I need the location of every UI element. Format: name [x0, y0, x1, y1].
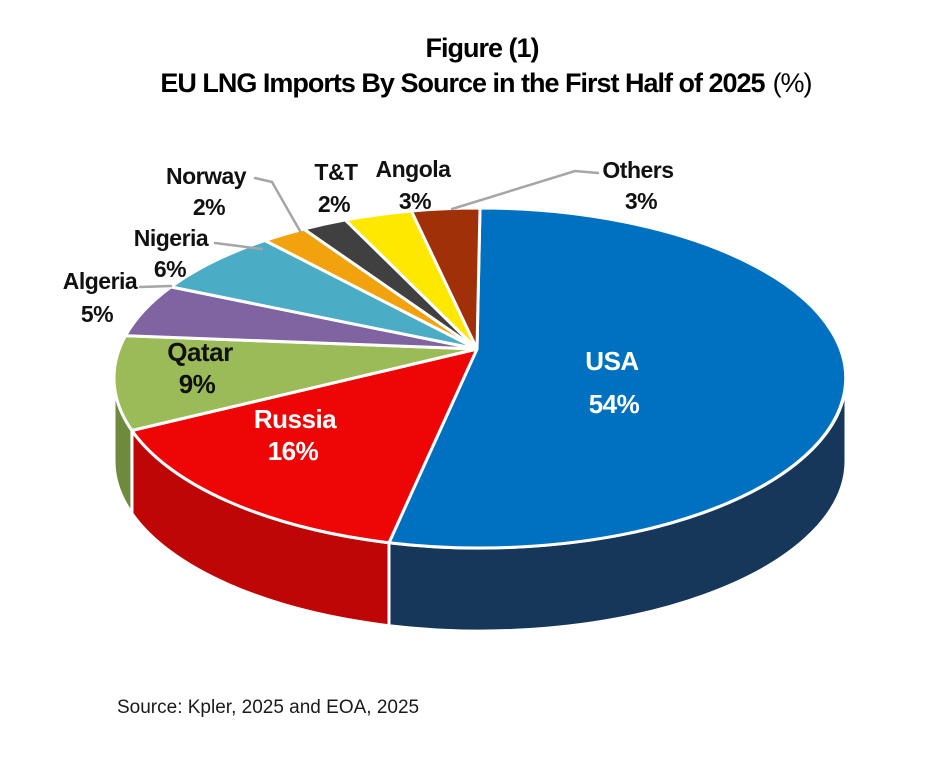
- slice-label-nigeria: Nigeria: [134, 225, 209, 251]
- slice-label-russia: Russia: [254, 404, 337, 434]
- slice-label-angola: Angola: [376, 156, 452, 182]
- figure-title-line1: Figure (1): [425, 33, 538, 63]
- slice-percent-others: 3%: [625, 188, 657, 214]
- leader-line-norway: [253, 176, 302, 233]
- label-leader-lines: [138, 169, 600, 289]
- figure-title-main: EU LNG Imports By Source in the First Ha…: [160, 68, 765, 98]
- leader-line-nigeria: [213, 241, 264, 251]
- slice-percent-usa: 54%: [589, 389, 640, 419]
- leader-line-others: [450, 169, 600, 211]
- pie-slice-others: [409, 206, 482, 351]
- figure-title-line2: EU LNG Imports By Source in the First Ha…: [160, 68, 811, 98]
- slice-percent-qatar: 9%: [179, 369, 216, 399]
- pie-top-slices: [112, 206, 848, 550]
- slice-label-algeria: Algeria: [63, 268, 138, 294]
- slice-label-norway: Norway: [166, 163, 247, 189]
- leader-line-algeria: [138, 284, 173, 289]
- slice-percent-t-t: 2%: [318, 191, 350, 217]
- slice-percent-nigeria: 6%: [154, 256, 186, 282]
- slice-percent-angola: 3%: [399, 188, 431, 214]
- slice-percent-algeria: 5%: [81, 301, 113, 327]
- slice-label-usa: USA: [585, 346, 639, 376]
- slice-percent-norway: 2%: [193, 194, 225, 220]
- slice-label-t-t: T&T: [314, 159, 358, 185]
- slice-label-others: Others: [602, 157, 673, 183]
- slice-percent-russia: 16%: [268, 436, 319, 466]
- pie-slice-usa: [387, 206, 848, 550]
- pie-slice-nigeria: [169, 239, 479, 351]
- source-note: Source: Kpler, 2025 and EOA, 2025: [117, 697, 419, 718]
- pie-slice-russia: [130, 347, 479, 545]
- figure-title-unit-suffix: (%): [773, 68, 812, 98]
- slice-label-qatar: Qatar: [167, 337, 233, 367]
- pie-slice-qatar: [112, 334, 479, 432]
